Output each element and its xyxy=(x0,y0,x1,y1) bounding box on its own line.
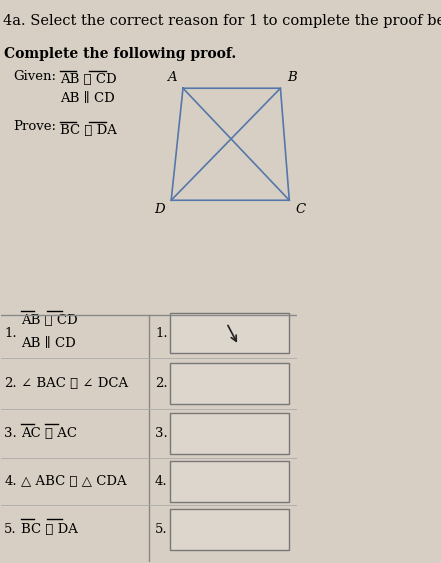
Text: AB ≅ CD: AB ≅ CD xyxy=(21,314,77,327)
Text: ∠ BAC ≅ ∠ DCA: ∠ BAC ≅ ∠ DCA xyxy=(21,377,128,390)
Text: 5.: 5. xyxy=(4,522,17,535)
Text: Complete the following proof.: Complete the following proof. xyxy=(4,47,236,61)
Text: B: B xyxy=(287,71,297,84)
Text: 1.: 1. xyxy=(4,327,17,339)
Text: 2.: 2. xyxy=(4,377,17,390)
Bar xyxy=(170,312,289,354)
Text: 4.: 4. xyxy=(4,475,17,488)
Text: Given:: Given: xyxy=(13,70,56,83)
Text: 3.: 3. xyxy=(4,427,17,440)
Bar xyxy=(170,461,289,502)
Text: 3.: 3. xyxy=(155,427,168,440)
Bar xyxy=(170,508,289,549)
Text: AB ∥ CD: AB ∥ CD xyxy=(60,92,115,105)
Text: BC ≅ DA: BC ≅ DA xyxy=(21,522,78,535)
Text: △ ABC ≅ △ CDA: △ ABC ≅ △ CDA xyxy=(21,475,126,488)
Text: D: D xyxy=(154,203,164,216)
Text: Prove:: Prove: xyxy=(13,120,56,133)
Text: A: A xyxy=(167,71,176,84)
Text: AB ≅ CD: AB ≅ CD xyxy=(60,73,117,86)
Text: AB ∥ CD: AB ∥ CD xyxy=(21,337,75,350)
Text: 4.: 4. xyxy=(155,475,168,488)
Text: C: C xyxy=(296,203,306,216)
Text: 1.: 1. xyxy=(155,327,168,339)
Text: 2.: 2. xyxy=(155,377,168,390)
Text: BC ≅ DA: BC ≅ DA xyxy=(60,123,117,136)
Text: 5.: 5. xyxy=(155,522,168,535)
Text: 4a. Select the correct reason for 1 to complete the proof below. *: 4a. Select the correct reason for 1 to c… xyxy=(3,14,441,28)
Bar xyxy=(170,363,289,404)
Text: AC ≅ AC: AC ≅ AC xyxy=(21,427,77,440)
Bar xyxy=(170,413,289,454)
